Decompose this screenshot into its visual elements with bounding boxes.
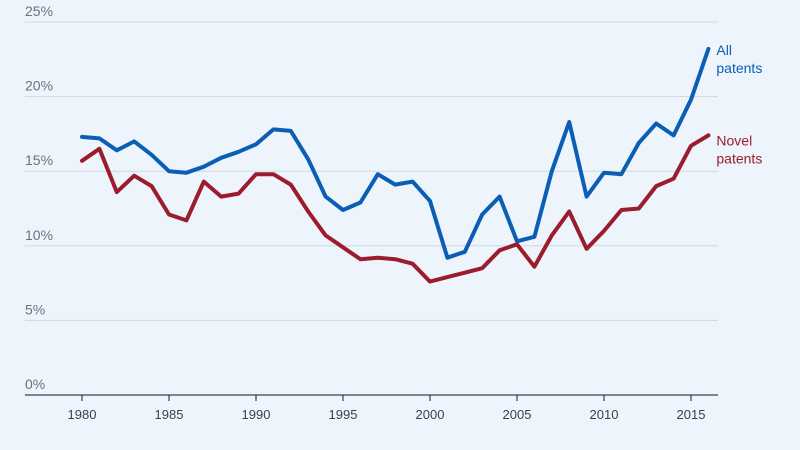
- x-tick-label: 1990: [242, 407, 271, 422]
- series-label: All: [716, 42, 732, 58]
- series-label: Novel: [716, 132, 752, 148]
- series-label: patents: [716, 150, 762, 166]
- y-tick-label: 10%: [25, 227, 53, 243]
- y-tick-label: 15%: [25, 152, 53, 168]
- series-labels: All patents Novel patents: [716, 42, 762, 167]
- x-axis-ticks: 1980 1985 1990 1995 2000 2005 2010 2015: [68, 395, 706, 422]
- series-line-novel-patents: [80, 133, 711, 284]
- y-tick-label: 25%: [25, 3, 53, 19]
- x-tick-label: 2010: [590, 407, 619, 422]
- y-tick-label: 0%: [25, 376, 45, 392]
- y-axis-ticks: 0% 5% 10% 15% 20% 25%: [25, 3, 53, 392]
- series-line-all-patents: [80, 46, 711, 260]
- y-tick-label: 20%: [25, 78, 53, 94]
- gridlines: [25, 21, 718, 321]
- x-tick-label: 2000: [416, 407, 445, 422]
- series-lines: [80, 46, 711, 284]
- x-tick-label: 1985: [155, 407, 184, 422]
- x-tick-label: 2005: [503, 407, 532, 422]
- x-tick-label: 1995: [329, 407, 358, 422]
- y-tick-label: 5%: [25, 301, 45, 317]
- x-tick-label: 1980: [68, 407, 97, 422]
- x-tick-label: 2015: [677, 407, 706, 422]
- series-label: patents: [716, 60, 762, 76]
